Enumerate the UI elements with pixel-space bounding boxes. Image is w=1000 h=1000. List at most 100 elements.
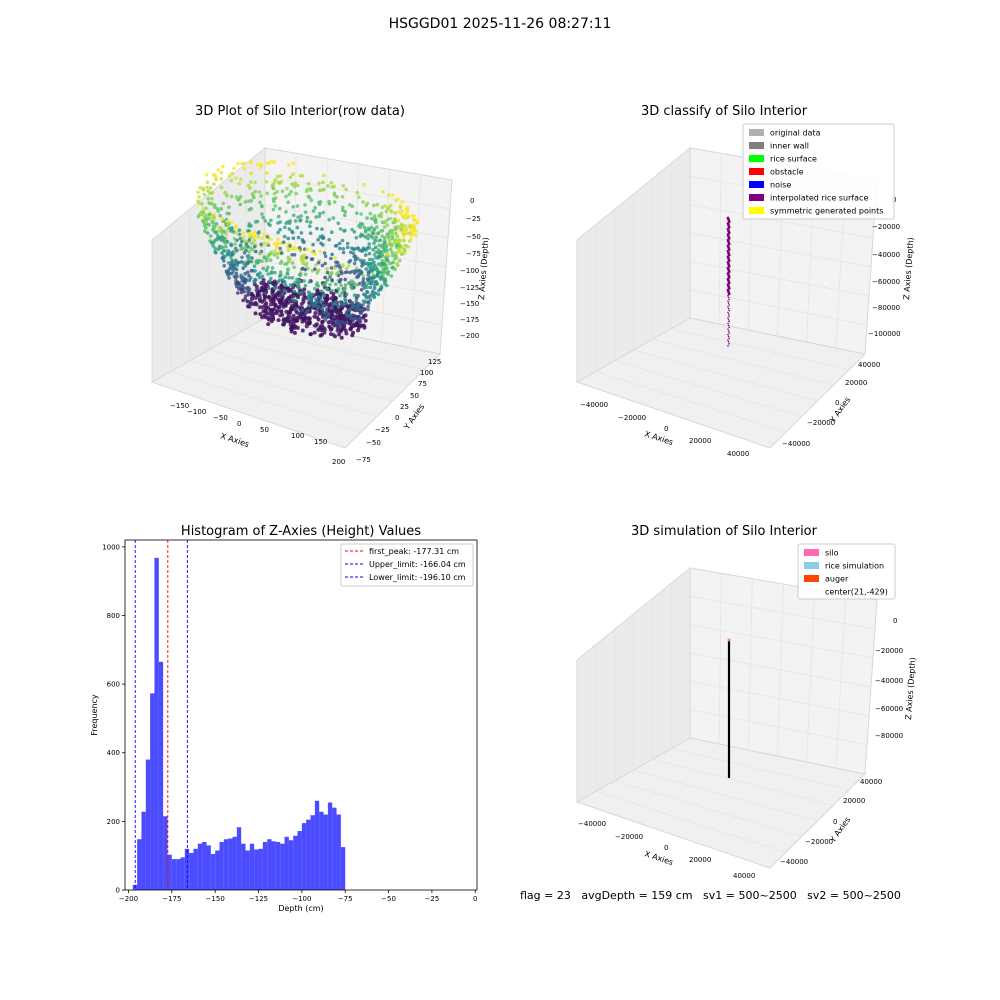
raw-grid-line bbox=[246, 328, 425, 371]
raw-x-tick: 200 bbox=[332, 458, 345, 466]
simulation-z-ticks: 0 −20000 −40000 −60000 −80000 bbox=[875, 617, 903, 740]
raw-point bbox=[301, 239, 305, 244]
classify-point bbox=[727, 328, 729, 330]
classify-point bbox=[727, 307, 730, 310]
simulation-plot-title: 3D simulation of Silo Interior bbox=[631, 524, 817, 539]
raw-point bbox=[307, 318, 312, 323]
raw-point bbox=[253, 295, 258, 300]
raw-point bbox=[196, 190, 200, 195]
raw-point bbox=[340, 291, 344, 295]
raw-point bbox=[247, 208, 252, 212]
raw-point bbox=[413, 233, 418, 237]
raw-point bbox=[208, 186, 213, 190]
simulation-legend-label: auger bbox=[825, 575, 849, 584]
raw-point bbox=[280, 278, 285, 282]
raw-point bbox=[348, 250, 353, 255]
raw-point bbox=[316, 317, 321, 322]
classify-y-tick: −20000 bbox=[807, 419, 835, 427]
raw-point bbox=[316, 238, 320, 242]
raw-point bbox=[278, 274, 282, 278]
raw-point bbox=[388, 261, 392, 265]
raw-point bbox=[290, 182, 294, 186]
raw-point bbox=[343, 228, 347, 233]
raw-point bbox=[211, 244, 215, 248]
raw-point bbox=[229, 229, 233, 233]
raw-point bbox=[303, 210, 308, 214]
raw-point bbox=[239, 260, 244, 264]
simulation-x-tick: −40000 bbox=[578, 820, 606, 828]
raw-point bbox=[300, 266, 305, 271]
raw-point bbox=[372, 241, 376, 246]
raw-point bbox=[329, 256, 333, 261]
raw-point bbox=[261, 266, 265, 271]
raw-point bbox=[276, 237, 280, 241]
raw-point bbox=[328, 282, 332, 287]
raw-point bbox=[293, 219, 298, 223]
raw-point bbox=[379, 264, 384, 268]
raw-point bbox=[349, 301, 354, 305]
raw-point bbox=[259, 194, 263, 198]
raw-point bbox=[308, 224, 312, 228]
raw-point bbox=[404, 244, 408, 248]
raw-point bbox=[285, 186, 289, 191]
raw-point bbox=[252, 195, 256, 200]
classify-z-tick: −80000 bbox=[872, 304, 900, 312]
raw-point bbox=[237, 232, 242, 237]
raw-point bbox=[282, 288, 287, 292]
histogram-bar bbox=[336, 814, 341, 890]
raw-point bbox=[350, 269, 355, 274]
histogram-x-tick-label: −200 bbox=[119, 895, 138, 903]
classify-legend-label: obstacle bbox=[770, 168, 804, 177]
raw-point bbox=[361, 299, 366, 303]
raw-point bbox=[202, 192, 206, 197]
raw-point bbox=[314, 263, 318, 267]
raw-point bbox=[351, 247, 356, 252]
raw-point bbox=[221, 201, 226, 206]
simulation-y-label: Y Axies bbox=[828, 815, 853, 845]
raw-point bbox=[345, 241, 350, 246]
raw-point bbox=[272, 191, 277, 196]
raw-point bbox=[253, 301, 258, 305]
raw-point bbox=[370, 279, 375, 283]
raw-point bbox=[365, 285, 370, 290]
classify-z-label: Z Axies (Depth) bbox=[902, 237, 915, 300]
raw-point bbox=[305, 215, 310, 220]
raw-point bbox=[286, 296, 291, 301]
raw-point bbox=[205, 231, 210, 235]
raw-point bbox=[247, 273, 251, 278]
raw-point bbox=[305, 187, 310, 192]
raw-point bbox=[306, 181, 311, 186]
raw-point bbox=[260, 212, 264, 216]
histogram-bar bbox=[132, 884, 138, 890]
raw-point bbox=[366, 236, 370, 241]
raw-point bbox=[214, 231, 219, 235]
raw-point bbox=[317, 214, 322, 219]
raw-y-tick: 50 bbox=[410, 392, 419, 400]
raw-point bbox=[394, 231, 398, 236]
raw-point bbox=[272, 199, 276, 204]
raw-x-tick: −100 bbox=[187, 408, 206, 416]
raw-point bbox=[399, 227, 404, 231]
raw-point bbox=[341, 208, 345, 212]
raw-x-tick: 0 bbox=[237, 420, 241, 428]
raw-z-tick: 0 bbox=[470, 197, 474, 205]
raw-point bbox=[372, 228, 376, 232]
raw-point bbox=[360, 264, 364, 268]
raw-point bbox=[374, 235, 378, 239]
raw-point bbox=[261, 215, 265, 220]
raw-point bbox=[266, 272, 270, 276]
classify-y-tick: 40000 bbox=[858, 361, 880, 369]
raw-point bbox=[292, 253, 297, 257]
histogram-bar bbox=[223, 839, 229, 890]
raw-point bbox=[314, 283, 319, 287]
raw-point bbox=[343, 277, 347, 282]
raw-point bbox=[387, 238, 392, 243]
raw-point bbox=[263, 291, 268, 296]
raw-point bbox=[368, 285, 373, 290]
histogram-bar bbox=[137, 839, 142, 890]
raw-point bbox=[380, 234, 384, 238]
raw-point bbox=[207, 216, 212, 221]
simulation-x-label: X Axies bbox=[643, 849, 674, 867]
raw-point bbox=[241, 235, 246, 239]
raw-point bbox=[229, 194, 234, 199]
